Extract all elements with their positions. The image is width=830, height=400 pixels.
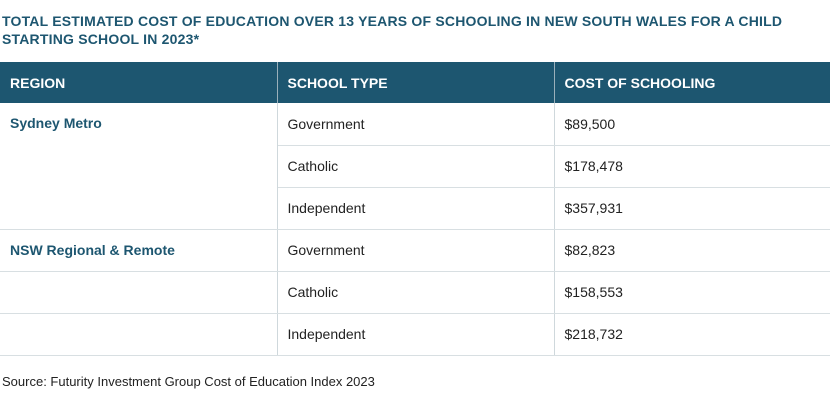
table-row: Independent $357,931 [0, 187, 830, 230]
region-cell-empty [0, 271, 278, 314]
school-type-cell: Independent [277, 313, 555, 356]
cost-cell: $89,500 [554, 103, 830, 146]
cost-cell: $218,732 [554, 313, 830, 356]
cost-cell: $82,823 [554, 228, 830, 272]
table-row: NSW Regional & Remote Government $82,823 [0, 228, 830, 272]
table-header-row: REGION SCHOOL TYPE COST OF SCHOOLING [0, 62, 830, 103]
table-row: Independent $218,732 [0, 313, 830, 356]
region-cell-nsw-regional-remote: NSW Regional & Remote [0, 228, 278, 272]
cost-table: REGION SCHOOL TYPE COST OF SCHOOLING Syd… [0, 62, 830, 356]
school-type-cell: Independent [277, 187, 555, 230]
region-cell-sydney-metro: Sydney Metro [0, 103, 278, 230]
cost-cell: $357,931 [554, 187, 830, 230]
school-type-cell: Catholic [277, 145, 555, 188]
table-row: Sydney Metro Government $89,500 [0, 103, 830, 230]
table-title: TOTAL ESTIMATED COST OF EDUCATION OVER 1… [2, 13, 783, 47]
school-type-cell: Catholic [277, 271, 555, 314]
cost-cell: $158,553 [554, 271, 830, 314]
school-type-cell: Government [277, 103, 555, 146]
table-row: Catholic $158,553 [0, 271, 830, 314]
column-header-region: REGION [0, 62, 278, 103]
region-cell-empty [0, 313, 278, 356]
school-type-cell: Government [277, 228, 555, 272]
table-row: Catholic $178,478 [0, 145, 830, 188]
column-header-school-type: SCHOOL TYPE [277, 62, 555, 103]
cost-cell: $178,478 [554, 145, 830, 188]
column-header-cost: COST OF SCHOOLING [554, 62, 830, 103]
source-note: Source: Futurity Investment Group Cost o… [2, 374, 375, 389]
